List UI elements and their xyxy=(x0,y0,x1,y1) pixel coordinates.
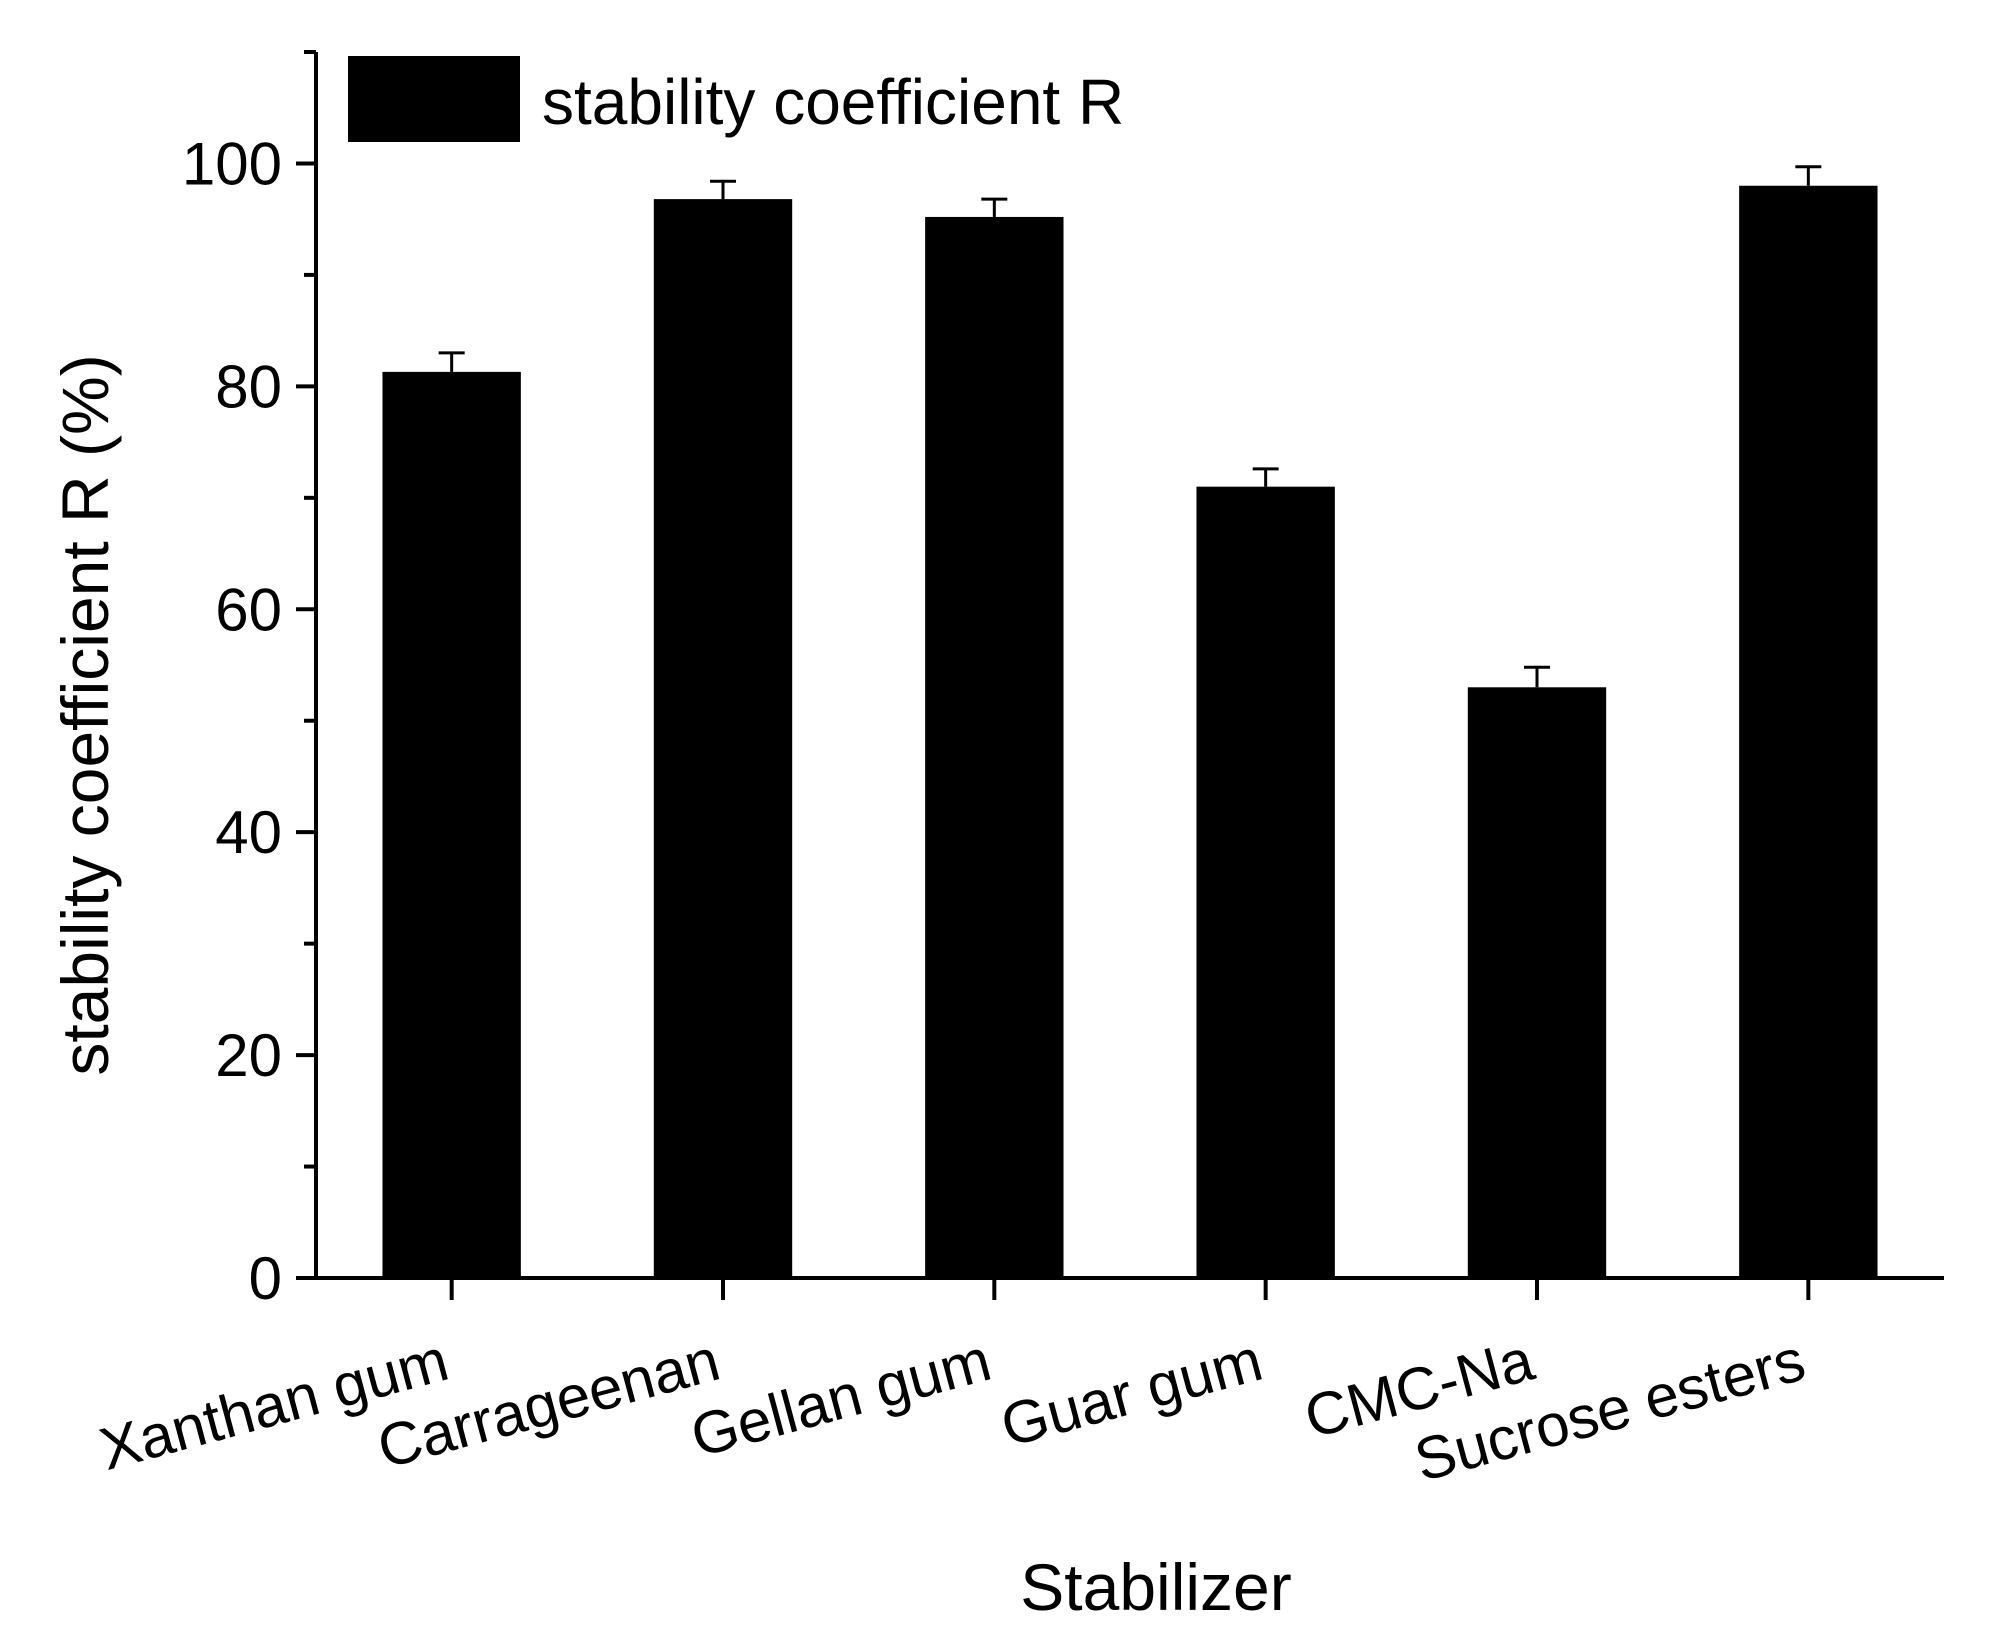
y-axis-title: stability coefficient R (%) xyxy=(48,354,122,1075)
bar xyxy=(1467,687,1607,1278)
x-category-label: Gellan gum xyxy=(684,1326,998,1470)
bar xyxy=(1196,486,1335,1278)
y-tick-label: 20 xyxy=(215,1022,282,1089)
legend-label: stability coefficient R xyxy=(542,66,1124,138)
y-tick-label: 60 xyxy=(215,576,282,643)
chart-axes xyxy=(314,52,1944,1280)
y-tick-label: 40 xyxy=(215,799,282,866)
y-tick-label: 100 xyxy=(182,130,282,197)
x-category-label: Guar gum xyxy=(994,1326,1269,1460)
legend-swatch xyxy=(348,56,520,142)
bar xyxy=(382,371,521,1279)
y-axis-ticks: 0 20 40 60 80 100 xyxy=(182,50,316,1312)
bar-series xyxy=(382,165,1878,1279)
y-tick-label: 80 xyxy=(215,353,282,420)
bar xyxy=(925,216,1064,1278)
bar xyxy=(653,199,793,1278)
y-tick-label: 0 xyxy=(249,1245,282,1312)
legend: stability coefficient R xyxy=(348,56,1124,142)
bar xyxy=(1739,185,1878,1278)
x-axis-title: Stabilizer xyxy=(1020,1550,1291,1624)
